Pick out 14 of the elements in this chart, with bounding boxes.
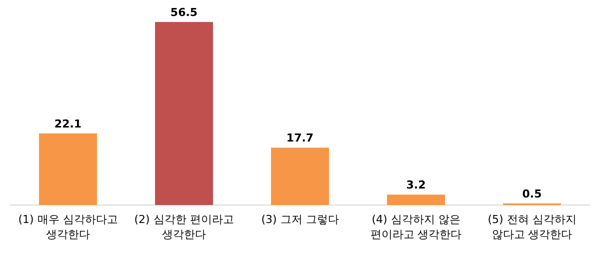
data-label: 3.2 <box>406 178 426 192</box>
x-tick-label: (1) 매우 심각하다고 생각한다 <box>18 213 118 241</box>
data-label: 56.5 <box>170 6 198 19</box>
x-tick-label: (5) 전혀 심각하지 않다고 생각한다 <box>488 213 576 241</box>
x-tick-label: (4) 심각하지 않은 편이라고 생각한다 <box>370 213 462 241</box>
bar <box>155 22 213 205</box>
data-label: 0.5 <box>522 187 542 200</box>
bar <box>39 133 97 205</box>
data-label: 17.7 <box>286 132 314 145</box>
x-tick-label: (3) 그저 그렇다 <box>261 213 339 226</box>
data-label: 22.1 <box>54 117 82 130</box>
bar <box>387 194 445 205</box>
x-tick-label: (2) 심각한 편이라고 생각한다 <box>134 213 234 241</box>
bar <box>271 148 329 205</box>
